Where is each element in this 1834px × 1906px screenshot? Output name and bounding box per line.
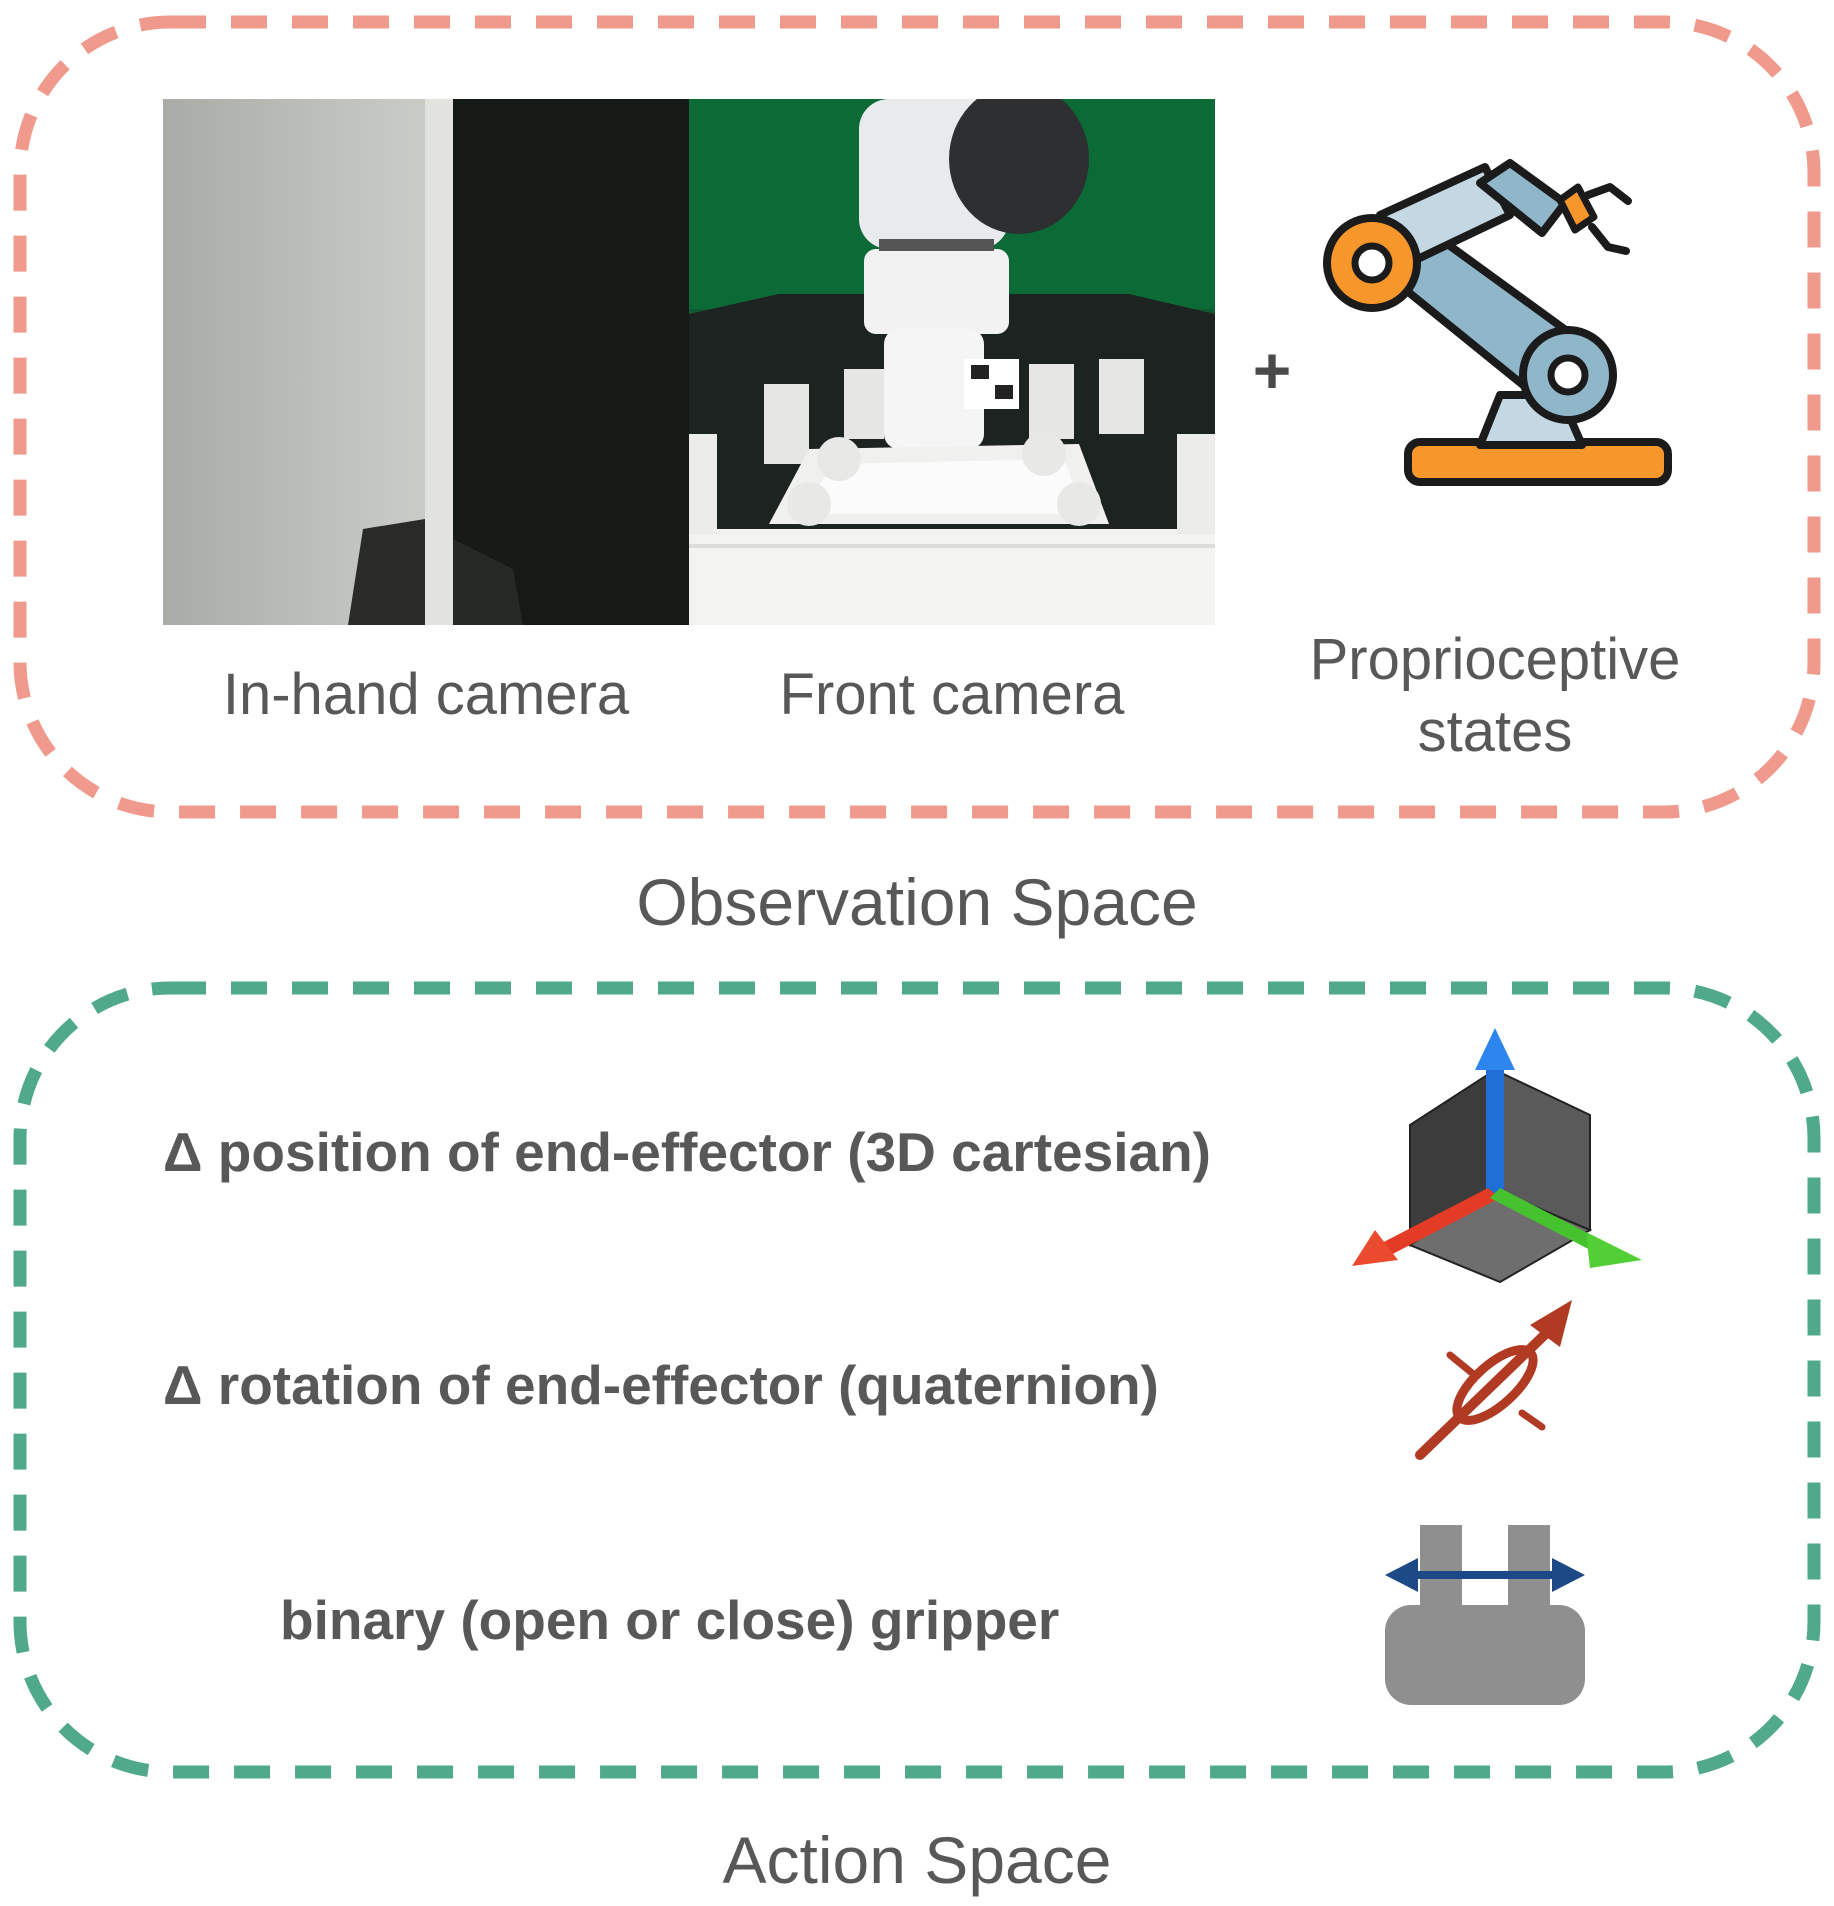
- proprioceptive-states-label: Proprioceptive states: [1309, 627, 1681, 764]
- in-hand-camera-image: [163, 99, 689, 625]
- observation-space-title: Observation Space: [636, 865, 1198, 939]
- in-hand-camera-label: In-hand camera: [222, 662, 630, 727]
- action-rotation-label: Δ rotation of end-effector (quaternion): [163, 1354, 1159, 1416]
- xyz-axes-icon: [1352, 1028, 1642, 1284]
- action-position-label: Δ position of end-effector (3D cartesian…: [163, 1121, 1211, 1183]
- rotation-arrow-icon: [1415, 1300, 1572, 1460]
- observation-space-frame: [13, 15, 1821, 819]
- action-space-frame: [13, 981, 1821, 1779]
- gripper-icon: [1385, 1525, 1585, 1705]
- action-space-title: Action Space: [722, 1823, 1112, 1897]
- plus-sign: +: [1252, 333, 1292, 407]
- action-gripper-label: binary (open or close) gripper: [280, 1589, 1060, 1651]
- robot-arm-icon: [1323, 159, 1672, 486]
- front-camera-image: [689, 99, 1215, 625]
- front-camera-label: Front camera: [779, 662, 1125, 727]
